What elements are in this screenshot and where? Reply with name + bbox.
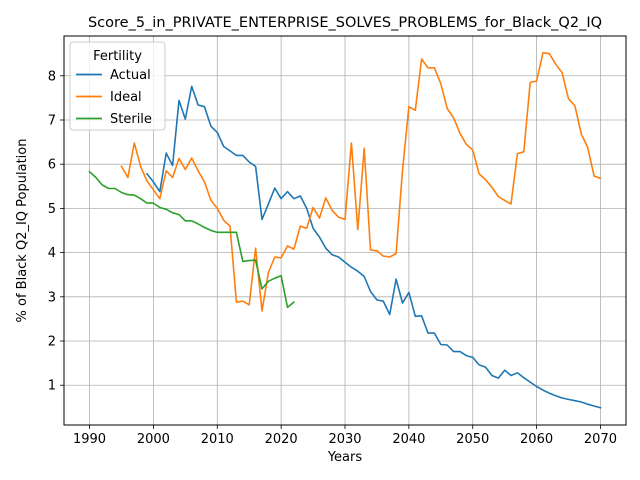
y-tick-label: 3 xyxy=(48,290,56,305)
x-tick-label: 2010 xyxy=(201,432,234,447)
y-tick-label: 5 xyxy=(48,202,56,217)
legend: Fertility Actual Ideal Sterile xyxy=(69,41,166,131)
x-tick-label: 2060 xyxy=(520,432,553,447)
legend-entries: Actual Ideal Sterile xyxy=(76,68,152,127)
y-axis-ticks: 1 2 3 4 5 6 7 8 xyxy=(48,69,64,394)
y-tick-label: 2 xyxy=(48,335,56,350)
grid xyxy=(64,36,626,425)
legend-box xyxy=(69,41,166,131)
y-tick-label: 1 xyxy=(48,379,56,394)
y-axis-title: % of Black Q2_IQ Population xyxy=(15,139,30,323)
legend-label-ideal: Ideal xyxy=(110,90,142,105)
x-tick-label: 2050 xyxy=(456,432,489,447)
x-axis-title: Years xyxy=(327,450,363,465)
legend-title: Fertility xyxy=(93,49,142,64)
y-tick-label: 8 xyxy=(48,69,56,84)
x-tick-label: 2000 xyxy=(137,432,170,447)
x-tick-label: 2040 xyxy=(392,432,425,447)
x-tick-label: 2070 xyxy=(584,432,617,447)
x-tick-label: 1990 xyxy=(73,432,106,447)
series-line-ideal xyxy=(120,51,602,312)
y-tick-label: 7 xyxy=(48,113,56,128)
chart-title: Score_5_in_PRIVATE_ENTERPRISE_SOLVES_PRO… xyxy=(88,15,602,31)
y-tick-label: 4 xyxy=(48,246,56,261)
x-axis-ticks: 1990 2000 2010 2020 2030 2040 2050 2060 2070 xyxy=(73,425,617,447)
x-tick-label: 2020 xyxy=(265,432,298,447)
y-tick-label: 6 xyxy=(48,158,56,173)
series-lines xyxy=(88,51,602,409)
x-tick-label: 2030 xyxy=(328,432,361,447)
legend-label-sterile: Sterile xyxy=(110,112,152,127)
legend-label-actual: Actual xyxy=(110,68,151,83)
series-line-actual xyxy=(145,85,602,409)
series-line-sterile xyxy=(88,170,296,309)
